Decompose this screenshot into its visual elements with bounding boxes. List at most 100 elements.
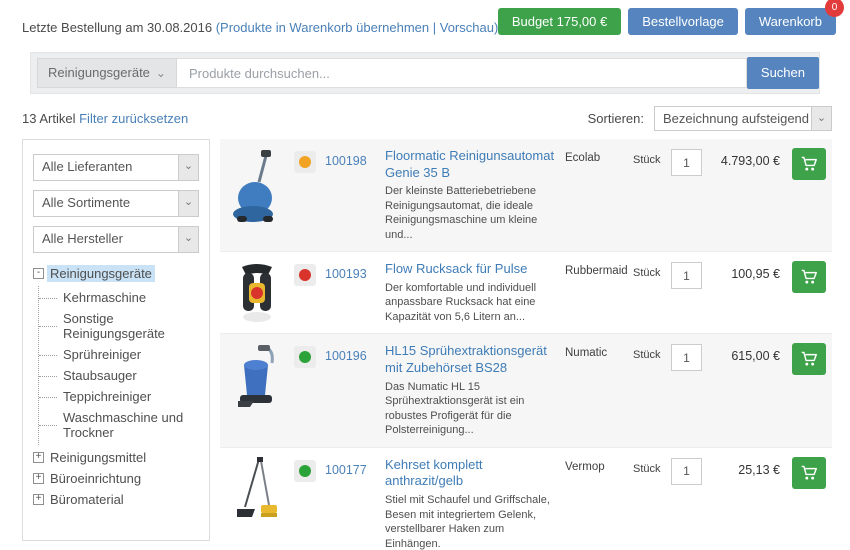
product-image-backpack bbox=[228, 261, 286, 323]
chevron-down-icon bbox=[811, 107, 831, 130]
sort-select[interactable]: Bezeichnung aufsteigend bbox=[654, 106, 832, 131]
preview-link[interactable]: Vorschau bbox=[439, 20, 494, 35]
product-row: 100193 Flow Rucksack für Pulse Der komfo… bbox=[220, 251, 832, 333]
product-price: 4.793,00 € bbox=[720, 154, 780, 168]
product-unit: Stück bbox=[633, 267, 661, 280]
product-unit: Stück bbox=[633, 154, 661, 166]
product-info: Kehrset komplett anthrazit/gelb Stiel mi… bbox=[385, 457, 557, 550]
budget-button[interactable]: Budget 175,00 € bbox=[497, 8, 622, 35]
product-image-spray-extraction bbox=[228, 343, 286, 409]
add-to-cart-button[interactable] bbox=[792, 261, 826, 294]
product-info: Flow Rucksack für Pulse Der komfortable … bbox=[385, 261, 557, 324]
paren-close: ) bbox=[493, 20, 499, 35]
manufacturers-select-value: Alle Hersteller bbox=[42, 231, 123, 246]
tree-node-label: Reinigungsmittel bbox=[50, 450, 147, 465]
quantity-input[interactable] bbox=[671, 457, 702, 485]
product-brand: Ecolab bbox=[565, 152, 601, 164]
suppliers-select-value: Alle Lieferanten bbox=[42, 159, 133, 174]
product-title-link[interactable]: HL15 Sprühextraktionsgerät mit Zubehörse… bbox=[385, 343, 547, 376]
quantity-input[interactable] bbox=[671, 149, 702, 176]
chevron-down-icon bbox=[178, 155, 198, 180]
tree-leaf-spruehreiniger[interactable]: Sprühreiniger bbox=[39, 344, 199, 365]
top-buttons: Budget 175,00 € Bestellvorlage Warenkorb… bbox=[497, 0, 844, 35]
product-brand: Rubbermaid bbox=[565, 265, 628, 278]
availability-status-icon bbox=[294, 264, 316, 287]
product-image-sweeping-set bbox=[228, 456, 286, 519]
filter-sidebar: Alle Lieferanten Alle Sortimente Alle He… bbox=[22, 139, 210, 541]
tree-node-reinigungsgeraete[interactable]: Reinigungsgeräte bbox=[33, 265, 199, 282]
product-unit: Stück bbox=[633, 349, 661, 362]
tree-leaf-sonstige[interactable]: Sonstige Reinigungsgeräte bbox=[39, 308, 199, 344]
product-unit: Stück bbox=[633, 462, 661, 475]
assortments-select-value: Alle Sortimente bbox=[42, 195, 131, 210]
search-category-dropdown[interactable]: Reinigungsgeräte bbox=[37, 58, 177, 88]
chevron-down-icon bbox=[178, 191, 198, 216]
product-price: 100,95 € bbox=[731, 267, 780, 282]
add-to-cart-button[interactable] bbox=[792, 148, 826, 180]
expand-icon[interactable] bbox=[33, 494, 44, 505]
product-row: 100196 HL15 Sprühextraktionsgerät mit Zu… bbox=[220, 333, 832, 447]
suppliers-select[interactable]: Alle Lieferanten bbox=[33, 154, 199, 181]
take-to-cart-link[interactable]: Produkte in Warenkorb übernehmen bbox=[220, 20, 430, 35]
order-template-button[interactable]: Bestellvorlage bbox=[628, 8, 738, 35]
product-title-link[interactable]: Kehrset komplett anthrazit/gelb bbox=[385, 456, 483, 489]
search-input[interactable] bbox=[176, 58, 747, 88]
expand-icon[interactable] bbox=[33, 452, 44, 463]
tree-children: Kehrmaschine Sonstige Reinigungsgeräte S… bbox=[38, 286, 199, 445]
cart-icon bbox=[801, 156, 817, 171]
add-to-cart-button[interactable] bbox=[792, 343, 826, 376]
top-bar: Letzte Bestellung am 30.08.2016 (Produkt… bbox=[0, 0, 850, 44]
product-image-floor-scrubber bbox=[228, 148, 286, 224]
tree-leaf-staubsauger[interactable]: Staubsauger bbox=[39, 365, 199, 386]
tree-node-bueromaterial[interactable]: Büromaterial bbox=[33, 491, 199, 508]
chevron-down-icon bbox=[178, 227, 198, 252]
paren-open: ( bbox=[215, 20, 221, 35]
add-to-cart-button[interactable] bbox=[792, 456, 826, 489]
product-price: 615,00 € bbox=[731, 349, 780, 364]
availability-status-icon bbox=[294, 459, 316, 482]
result-count: 13 Artikel bbox=[22, 111, 76, 126]
tree-leaf-teppichreiniger[interactable]: Teppichreiniger bbox=[39, 386, 199, 407]
search-button[interactable]: Suchen bbox=[746, 57, 819, 89]
reset-filter-link[interactable]: Filter zurücksetzen bbox=[79, 111, 189, 126]
quantity-input[interactable] bbox=[671, 344, 702, 372]
link-separator: | bbox=[429, 20, 440, 35]
product-brand: Numatic bbox=[565, 347, 608, 360]
assortments-select[interactable]: Alle Sortimente bbox=[33, 190, 199, 217]
product-number: 100177 bbox=[325, 462, 367, 477]
content: Alle Lieferanten Alle Sortimente Alle He… bbox=[22, 139, 832, 550]
product-row: 100177 Kehrset komplett anthrazit/gelb S… bbox=[220, 446, 832, 550]
manufacturers-select[interactable]: Alle Hersteller bbox=[33, 226, 199, 253]
tree-node-label: Reinigungsgeräte bbox=[47, 265, 155, 282]
product-number: 100193 bbox=[325, 267, 367, 282]
tree-node-reinigungsmittel[interactable]: Reinigungsmittel bbox=[33, 449, 199, 466]
product-number: 100198 bbox=[325, 154, 367, 168]
product-number: 100196 bbox=[325, 349, 367, 364]
category-tree: Reinigungsgeräte Kehrmaschine Sonstige R… bbox=[33, 265, 199, 508]
tree-leaf-kehrmaschine[interactable]: Kehrmaschine bbox=[39, 287, 199, 308]
tree-leaf-waschmaschine[interactable]: Waschmaschine und Trockner bbox=[39, 407, 199, 443]
last-order-line: Letzte Bestellung am 30.08.2016 (Produkt… bbox=[22, 14, 836, 35]
tree-node-label: Büromaterial bbox=[50, 492, 124, 507]
collapse-icon[interactable] bbox=[33, 268, 44, 279]
expand-icon[interactable] bbox=[33, 473, 44, 484]
product-description: Das Numatic HL 15 Sprühextraktionsgerät … bbox=[385, 380, 525, 437]
status-dot bbox=[299, 464, 311, 477]
meta-row: 13 Artikel Filter zurücksetzen Sortieren… bbox=[22, 106, 832, 131]
cart-button-wrap: Warenkorb 0 bbox=[744, 0, 844, 35]
last-order-text: Letzte Bestellung am 30.08.2016 bbox=[22, 20, 216, 35]
tree-node-label: Büroeinrichtung bbox=[50, 471, 142, 486]
tree-node-bueroeinrichtung[interactable]: Büroeinrichtung bbox=[33, 470, 199, 487]
product-title-link[interactable]: Floormatic Reinigunsautomat Genie 35 B bbox=[385, 148, 555, 180]
product-row: 100198 Floormatic Reinigunsautomat Genie… bbox=[220, 139, 832, 252]
product-title-link[interactable]: Flow Rucksack für Pulse bbox=[385, 261, 528, 277]
product-info: Floormatic Reinigunsautomat Genie 35 B D… bbox=[385, 148, 557, 242]
search-category-value: Reinigungsgeräte bbox=[48, 65, 150, 80]
cart-button[interactable]: Warenkorb bbox=[744, 8, 836, 35]
cart-icon bbox=[801, 465, 817, 480]
product-info: HL15 Sprühextraktionsgerät mit Zubehörse… bbox=[385, 343, 557, 437]
cart-icon bbox=[801, 270, 817, 284]
status-dot bbox=[299, 269, 311, 282]
quantity-input[interactable] bbox=[671, 262, 702, 290]
product-description: Stiel mit Schaufel und Griffschale, Bese… bbox=[385, 494, 550, 550]
